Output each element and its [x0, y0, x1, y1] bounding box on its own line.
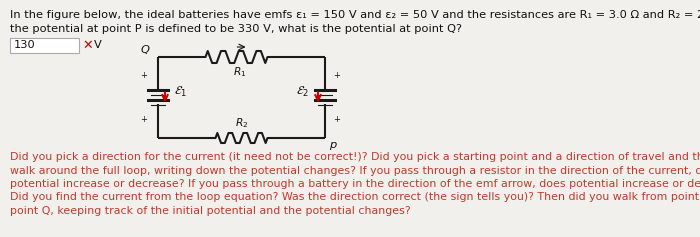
Text: point Q, keeping track of the initial potential and the potential changes?: point Q, keeping track of the initial po… — [10, 206, 411, 216]
Text: $R_1$: $R_1$ — [233, 65, 246, 79]
Text: $\mathcal{E}_2$: $\mathcal{E}_2$ — [295, 84, 309, 99]
Text: Did you find the current from the loop equation? Was the direction correct (the : Did you find the current from the loop e… — [10, 192, 700, 202]
Text: potential increase or decrease? If you pass through a battery in the direction o: potential increase or decrease? If you p… — [10, 179, 700, 189]
Text: Q: Q — [141, 45, 150, 55]
Text: +: + — [141, 115, 148, 124]
Text: $p$: $p$ — [329, 140, 337, 152]
Text: $\mathcal{E}_1$: $\mathcal{E}_1$ — [174, 84, 188, 99]
Text: +: + — [334, 71, 340, 80]
Text: 130: 130 — [14, 40, 36, 50]
Text: +: + — [334, 115, 340, 124]
Text: ✕: ✕ — [82, 38, 92, 51]
Text: the potential at point P is defined to be 330 V, what is the potential at point : the potential at point P is defined to b… — [10, 24, 462, 34]
Text: In the figure below, the ideal batteries have emfs ε₁ = 150 V and ε₂ = 50 V and : In the figure below, the ideal batteries… — [10, 10, 700, 20]
Text: V: V — [94, 40, 102, 50]
Text: $R_2$: $R_2$ — [234, 116, 248, 130]
FancyBboxPatch shape — [10, 37, 78, 53]
Text: +: + — [141, 71, 148, 80]
Text: walk around the full loop, writing down the potential changes? If you pass throu: walk around the full loop, writing down … — [10, 165, 700, 176]
Text: Did you pick a direction for the current (it need not be correct!)? Did you pick: Did you pick a direction for the current… — [10, 152, 700, 162]
